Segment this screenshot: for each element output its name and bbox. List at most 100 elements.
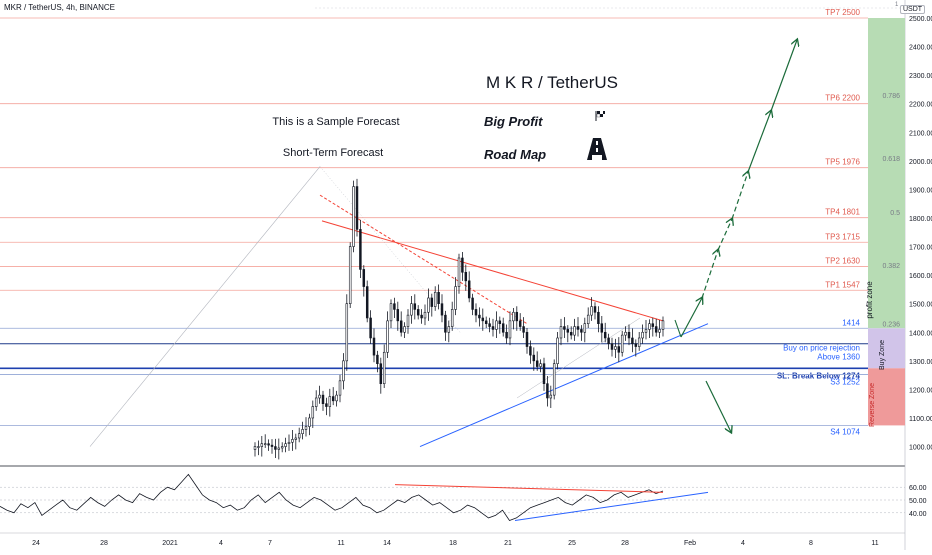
candle: [331, 396, 335, 402]
candle: [614, 346, 617, 350]
candle: [552, 363, 556, 396]
candle: [597, 311, 600, 324]
price-tick-label: 1000.00: [909, 445, 932, 452]
level-label: TP5 1976: [825, 158, 860, 167]
candle: [580, 329, 583, 333]
candle: [491, 326, 495, 330]
candle: [308, 417, 311, 427]
level-label: TP6 2200: [825, 94, 860, 103]
candle: [318, 394, 321, 399]
candle: [297, 433, 301, 439]
forecast-arrow-up: [747, 111, 771, 173]
time-tick-label: 11: [871, 540, 878, 547]
level-label: TP1 1547: [825, 280, 860, 289]
time-tick-label: Feb: [684, 540, 696, 547]
checkered-flag-icon: [595, 111, 605, 121]
price-tick-label: 1100.00: [909, 416, 932, 423]
candle: [389, 303, 393, 322]
road-icon: [587, 138, 607, 160]
candle: [338, 380, 342, 396]
candle: [518, 320, 522, 327]
level-label: SL: Break Below 1274: [777, 371, 861, 380]
candle: [627, 331, 631, 339]
candle: [603, 331, 607, 339]
candle: [569, 331, 573, 336]
candle: [342, 360, 345, 382]
currency-badge[interactable]: USDT: [900, 5, 926, 14]
candle: [359, 229, 362, 270]
fib-label: 0.5: [890, 210, 900, 217]
time-tick-label: 24: [32, 540, 40, 547]
level-label: S4 1074: [830, 427, 860, 436]
candle: [648, 323, 651, 330]
candle: [593, 306, 597, 313]
candle: [362, 269, 366, 287]
candle: [474, 309, 478, 316]
candle: [270, 444, 274, 447]
candle: [522, 326, 525, 333]
time-tick-label: 14: [383, 540, 391, 547]
candle: [481, 317, 485, 322]
candle: [641, 331, 644, 339]
candle: [590, 306, 593, 316]
candle: [457, 257, 461, 287]
candle: [573, 326, 576, 336]
candle: [610, 343, 614, 350]
candle: [393, 303, 396, 310]
rsi-tick-label: 40.00: [909, 511, 927, 518]
candle: [287, 441, 291, 444]
candle: [263, 443, 267, 445]
candle: [413, 303, 417, 310]
price-tick-label: 1600.00: [909, 273, 932, 280]
candle: [563, 326, 566, 330]
candle: [335, 394, 338, 402]
candle: [454, 286, 457, 310]
candle: [478, 314, 481, 319]
candle: [576, 326, 580, 330]
candle: [559, 326, 563, 339]
candle: [311, 406, 315, 419]
forecast-arrow-up: [731, 172, 748, 220]
price-tick-label: 2000.00: [909, 159, 932, 166]
candle: [386, 320, 389, 353]
candle: [651, 323, 655, 327]
candle: [253, 446, 257, 450]
candle: [498, 320, 502, 324]
wedge-upper-line: [321, 220, 664, 322]
candle: [542, 363, 546, 384]
time-tick-label: 7: [268, 540, 272, 547]
candle: [352, 186, 355, 247]
rsi-tick-label: 60.00: [909, 485, 927, 492]
fib-anchor-line: [89, 166, 321, 447]
candle: [624, 331, 627, 336]
candle: [532, 354, 536, 362]
profit-zone-label: profit zone: [865, 281, 874, 319]
short-term-forecast-label: Short-Term Forecast: [283, 147, 383, 159]
candle: [644, 329, 648, 333]
candle: [430, 297, 434, 307]
scale-label: 1: [895, 2, 899, 8]
candle: [376, 354, 379, 364]
candle: [501, 323, 505, 333]
price-tick-label: 1800.00: [909, 216, 932, 223]
profit-zone: [868, 18, 905, 329]
rsi-trend-lower: [514, 491, 709, 521]
candle: [495, 320, 498, 330]
price-tick-label: 1700.00: [909, 245, 932, 252]
price-tick-label: 1900.00: [909, 187, 932, 194]
candle: [631, 337, 634, 344]
level-label: TP3 1715: [825, 232, 860, 241]
symbol-header[interactable]: MKR / TetherUS, 4h, BINANCE: [4, 3, 115, 12]
candle: [260, 443, 264, 447]
time-tick-label: 21: [504, 540, 512, 547]
forecast-arrow-up: [770, 40, 797, 112]
candle: [314, 397, 318, 407]
candle: [304, 426, 308, 430]
candle: [488, 323, 491, 327]
level-label: 1414: [842, 318, 860, 327]
candle: [348, 246, 352, 304]
candle: [267, 443, 270, 446]
time-tick-label: 11: [337, 540, 344, 547]
